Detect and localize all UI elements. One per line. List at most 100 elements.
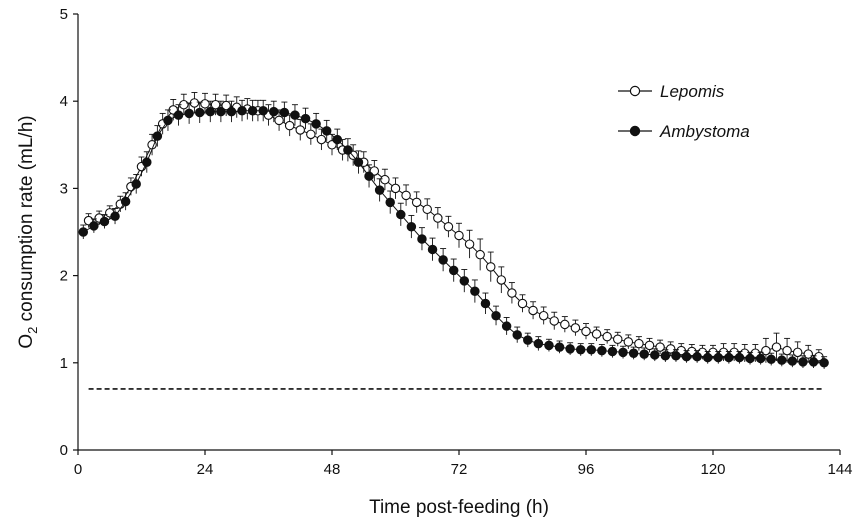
data-point-ambystoma bbox=[226, 106, 237, 117]
data-point-ambystoma bbox=[374, 185, 385, 195]
data-point-ambystoma bbox=[247, 106, 258, 116]
legend-label-ambystoma: Ambystoma bbox=[659, 122, 750, 141]
data-point-ambystoma bbox=[194, 107, 205, 118]
data-point-ambystoma bbox=[491, 310, 501, 321]
data-point-ambystoma bbox=[353, 157, 364, 167]
data-point-ambystoma bbox=[131, 179, 141, 189]
series-ambystoma bbox=[78, 99, 829, 369]
data-point-lepomis bbox=[454, 230, 464, 241]
data-point-lepomis bbox=[210, 99, 221, 110]
data-point-lepomis bbox=[295, 125, 305, 135]
data-point-ambystoma bbox=[311, 119, 321, 129]
data-point-ambystoma bbox=[819, 358, 829, 368]
data-point-lepomis bbox=[612, 334, 623, 345]
data-point-ambystoma bbox=[533, 338, 544, 349]
data-point-lepomis bbox=[221, 100, 231, 111]
data-point-ambystoma bbox=[470, 286, 480, 297]
data-point-ambystoma bbox=[216, 106, 226, 117]
x-tick-label: 96 bbox=[578, 461, 595, 478]
y-axis-label-o: O bbox=[16, 334, 37, 349]
data-point-lepomis bbox=[401, 190, 411, 201]
y-tick-label: 2 bbox=[60, 268, 68, 285]
legend-item-ambystoma: Ambystoma bbox=[618, 122, 750, 141]
data-point-lepomis bbox=[581, 326, 591, 337]
data-point-ambystoma bbox=[523, 335, 533, 345]
y-tick-label: 1 bbox=[60, 355, 68, 372]
data-point-ambystoma bbox=[702, 352, 713, 363]
data-point-lepomis bbox=[644, 340, 655, 351]
data-point-ambystoma bbox=[808, 357, 819, 367]
data-point-ambystoma bbox=[343, 145, 353, 155]
data-point-lepomis bbox=[655, 342, 665, 352]
data-point-lepomis bbox=[665, 344, 676, 354]
data-point-ambystoma bbox=[586, 344, 597, 355]
y-axis-label-rest: consumption rate (mL/h) bbox=[16, 115, 37, 326]
data-point-ambystoma bbox=[597, 345, 607, 356]
data-point-ambystoma bbox=[544, 340, 554, 351]
data-point-ambystoma bbox=[787, 356, 798, 366]
data-point-ambystoma bbox=[173, 110, 184, 120]
data-point-ambystoma bbox=[110, 211, 120, 222]
data-point-ambystoma bbox=[120, 196, 131, 207]
data-point-lepomis bbox=[549, 316, 559, 326]
data-point-lepomis bbox=[433, 213, 443, 223]
data-point-lepomis bbox=[284, 120, 295, 131]
y-tick-label: 3 bbox=[60, 180, 68, 197]
data-point-ambystoma bbox=[724, 352, 734, 363]
data-point-ambystoma bbox=[618, 347, 628, 358]
data-point-ambystoma bbox=[269, 106, 279, 117]
data-point-lepomis bbox=[528, 305, 538, 316]
series-lepomis bbox=[83, 92, 824, 364]
legend-label-lepomis: Lepomis bbox=[660, 82, 725, 101]
data-point-lepomis bbox=[771, 342, 782, 352]
data-point-ambystoma bbox=[184, 108, 194, 119]
data-point-ambystoma bbox=[671, 351, 681, 361]
plot-area bbox=[78, 92, 829, 390]
data-point-ambystoma bbox=[681, 351, 692, 362]
data-point-lepomis bbox=[496, 275, 507, 285]
x-tick-label: 72 bbox=[451, 461, 468, 478]
data-point-ambystoma bbox=[152, 131, 163, 141]
data-point-ambystoma bbox=[385, 197, 395, 208]
data-point-ambystoma bbox=[554, 342, 565, 352]
data-point-lepomis bbox=[761, 345, 771, 356]
data-point-ambystoma bbox=[300, 113, 311, 124]
data-point-lepomis bbox=[411, 197, 422, 208]
data-point-lepomis bbox=[475, 249, 485, 260]
data-point-ambystoma bbox=[660, 351, 671, 361]
data-point-lepomis bbox=[517, 298, 528, 309]
y-tick-label: 5 bbox=[60, 6, 68, 23]
series-line-ambystoma bbox=[83, 110, 825, 364]
data-point-lepomis bbox=[485, 262, 496, 272]
x-tick-label: 144 bbox=[827, 461, 852, 478]
data-point-ambystoma bbox=[713, 352, 724, 363]
data-point-ambystoma bbox=[237, 106, 247, 116]
x-tick-label: 0 bbox=[74, 461, 82, 478]
data-point-lepomis bbox=[803, 349, 813, 359]
data-point-ambystoma bbox=[639, 349, 649, 359]
data-point-ambystoma bbox=[766, 354, 776, 365]
data-point-lepomis bbox=[507, 288, 517, 298]
data-point-ambystoma bbox=[628, 348, 639, 358]
legend-marker-ambystoma bbox=[629, 125, 641, 137]
data-point-lepomis bbox=[560, 319, 570, 330]
data-point-lepomis bbox=[464, 239, 475, 249]
data-point-ambystoma bbox=[459, 276, 470, 286]
data-point-ambystoma bbox=[575, 344, 586, 355]
data-point-lepomis bbox=[792, 347, 803, 358]
axes: 0 24 48 72 96 120 144 0 1 2 3 4 5 bbox=[60, 6, 853, 478]
data-point-ambystoma bbox=[258, 106, 268, 116]
data-point-ambystoma bbox=[734, 352, 745, 363]
data-point-ambystoma bbox=[607, 346, 618, 357]
x-tick-label: 24 bbox=[197, 461, 214, 478]
data-point-ambystoma bbox=[448, 265, 459, 276]
data-point-ambystoma bbox=[692, 351, 702, 362]
data-point-ambystoma bbox=[565, 344, 575, 354]
data-point-lepomis bbox=[422, 204, 432, 215]
data-point-lepomis bbox=[623, 337, 634, 347]
data-point-lepomis bbox=[306, 129, 316, 140]
data-point-ambystoma bbox=[427, 244, 438, 255]
data-point-ambystoma bbox=[163, 115, 173, 126]
